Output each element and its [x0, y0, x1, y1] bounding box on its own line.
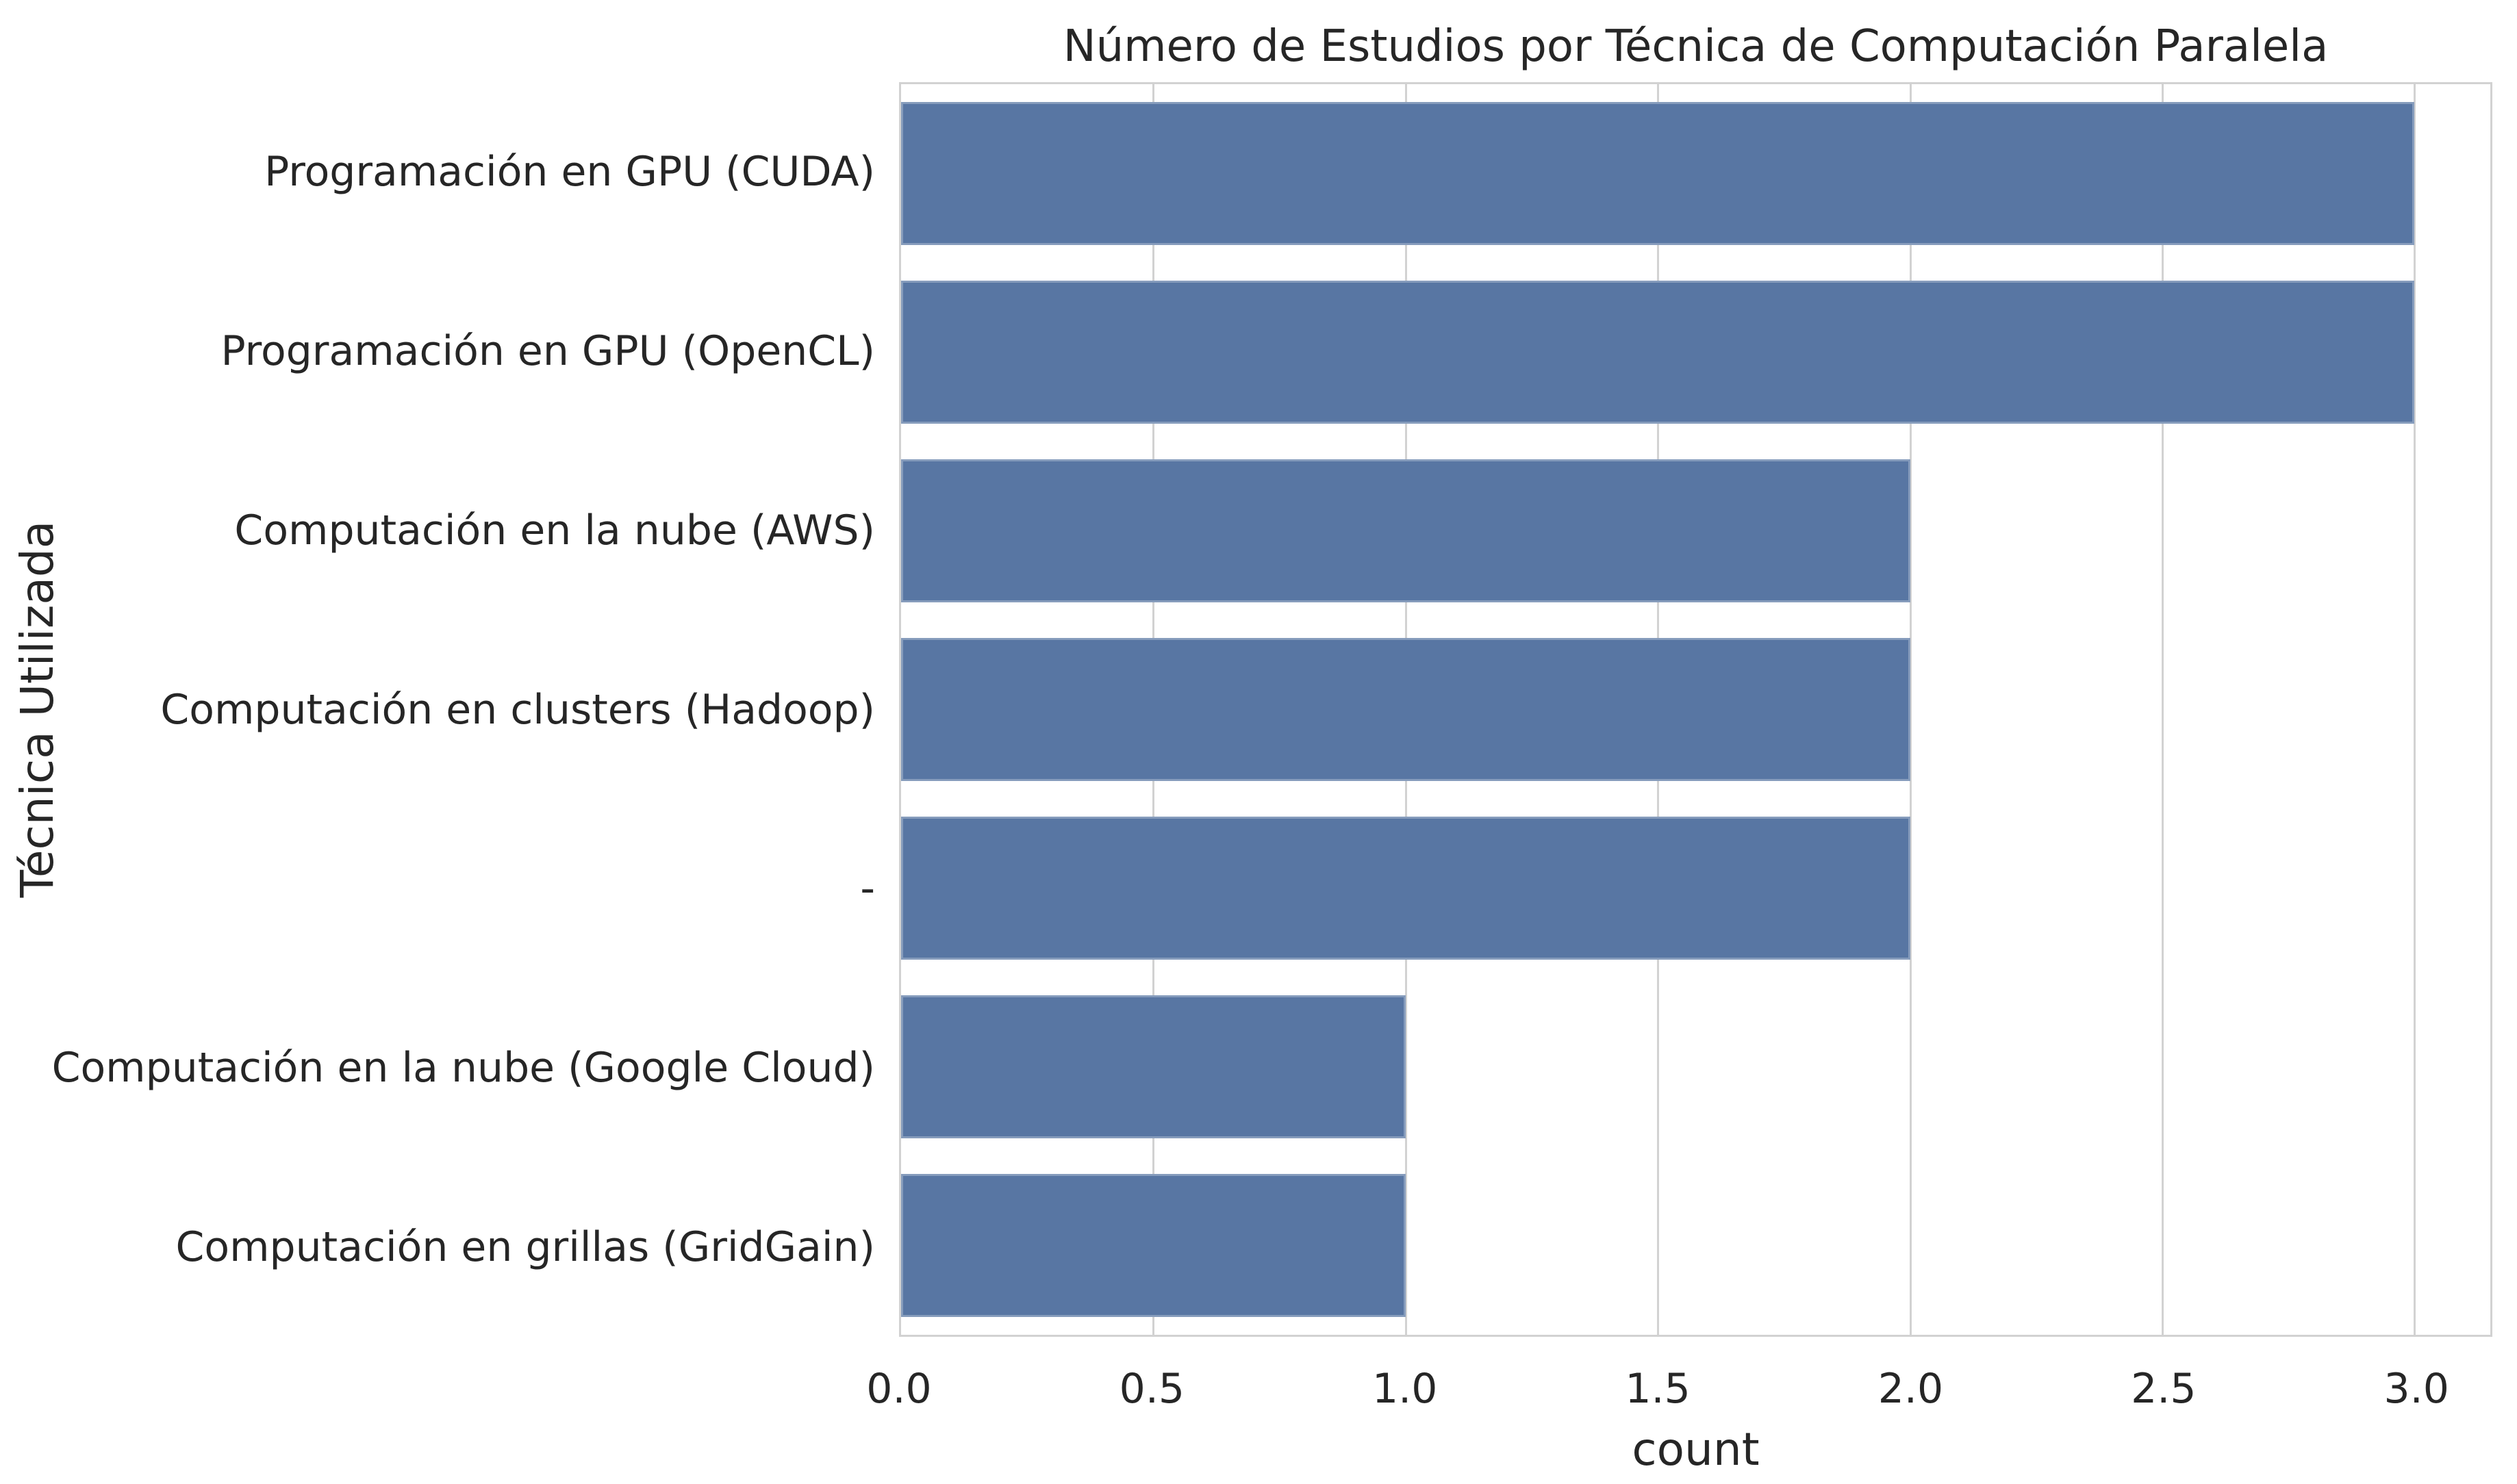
bar-row [901, 977, 2490, 1156]
x-tick-label: 1.5 [1625, 1365, 1691, 1413]
y-tick-row: Computación en la nube (AWS) [0, 441, 875, 620]
bar [901, 817, 1910, 960]
bar [901, 1174, 1406, 1317]
bar-row [901, 620, 2490, 799]
y-tick-label: Programación en GPU (OpenCL) [220, 327, 875, 375]
x-tick-labels: 0.0 0.5 1.0 1.5 2.0 2.5 3.0 [866, 1364, 2492, 1419]
y-axis-label: Técnica Utilizada [11, 520, 64, 898]
x-tick-label: 0.0 [866, 1365, 932, 1413]
bar-row [901, 84, 2490, 263]
y-tick-label: - [860, 865, 875, 913]
x-tick-label: 2.5 [2131, 1365, 2197, 1413]
y-tick-label: Computación en la nube (Google Cloud) [51, 1044, 875, 1092]
bar-row [901, 1156, 2490, 1335]
x-axis-label: count [1632, 1423, 1760, 1476]
bar-row [901, 442, 2490, 620]
y-tick-label: Programación en GPU (CUDA) [264, 147, 875, 196]
y-tick-labels: Programación en GPU (CUDA) Programación e… [0, 82, 875, 1337]
bar [901, 995, 1406, 1138]
x-tick-label: 0.5 [1119, 1365, 1185, 1413]
plot-area [899, 82, 2492, 1337]
bars-layer [901, 84, 2490, 1335]
y-tick-row: - [0, 799, 875, 978]
gridline-x-2.5 [2162, 84, 2164, 1335]
gridline-x-3 [2414, 84, 2416, 1335]
y-tick-label: Computación en la nube (AWS) [234, 506, 875, 554]
bar [901, 102, 2415, 245]
bar [901, 638, 1910, 781]
y-tick-row: Programación en GPU (CUDA) [0, 82, 875, 261]
chart-title: Número de Estudios por Técnica de Comput… [1063, 21, 2329, 72]
y-tick-label: Computación en clusters (Hadoop) [160, 685, 875, 734]
bar [901, 459, 1910, 602]
gridline-x-2 [1909, 84, 1912, 1335]
x-tick-label: 2.0 [1877, 1365, 1944, 1413]
bar [901, 281, 2415, 424]
y-tick-row: Computación en clusters (Hadoop) [0, 620, 875, 799]
x-tick-label: 3.0 [2383, 1365, 2449, 1413]
bar-row [901, 263, 2490, 442]
y-tick-row: Computación en grillas (GridGain) [0, 1157, 876, 1337]
y-tick-row: Computación en la nube (Google Cloud) [0, 978, 875, 1157]
x-tick-label: 1.0 [1372, 1365, 1438, 1413]
bar-row [901, 799, 2490, 977]
y-tick-label: Computación en grillas (GridGain) [175, 1223, 876, 1272]
y-tick-row: Programación en GPU (OpenCL) [0, 261, 875, 441]
